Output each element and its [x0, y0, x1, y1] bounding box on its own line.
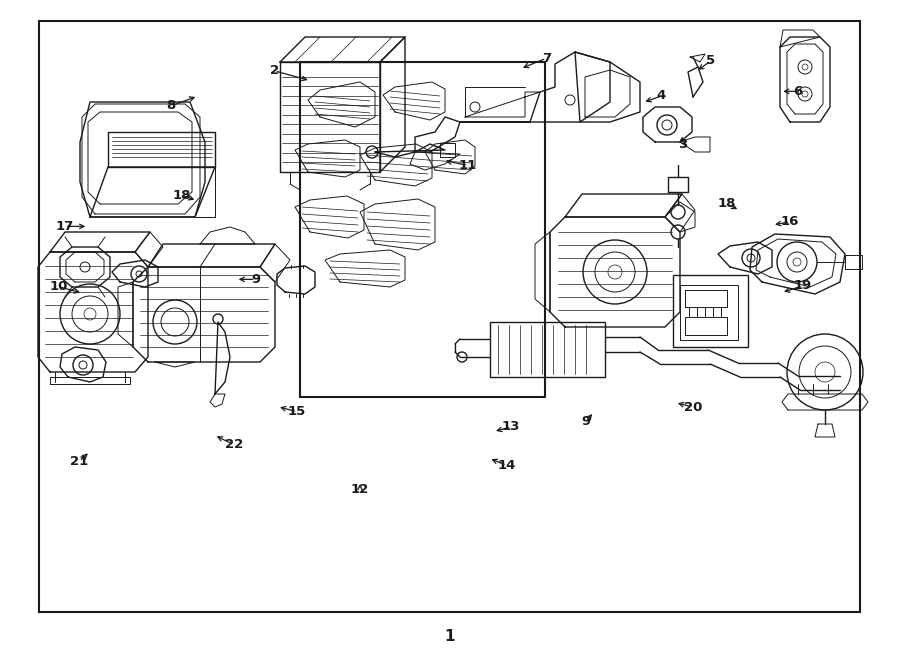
Text: 6: 6	[793, 85, 802, 98]
Text: 14: 14	[498, 459, 516, 472]
Bar	[673, 275, 748, 347]
Text: 11: 11	[459, 159, 477, 172]
Bar	[440, 143, 455, 157]
Text: 8: 8	[166, 99, 176, 113]
Text: 10: 10	[50, 280, 68, 293]
Text: 18: 18	[718, 197, 736, 211]
Text: 19: 19	[794, 279, 812, 293]
Text: 4: 4	[657, 89, 666, 103]
Text: 3: 3	[678, 138, 687, 151]
Bar	[680, 285, 738, 340]
Text: 1: 1	[444, 630, 454, 644]
Bar	[39, 21, 860, 612]
Text: 15: 15	[288, 405, 306, 418]
Text: 9: 9	[251, 273, 260, 286]
Text: 18: 18	[173, 189, 191, 202]
Bar	[490, 322, 605, 377]
Text: 9: 9	[581, 415, 590, 428]
Text: 16: 16	[781, 215, 799, 228]
Text: 20: 20	[684, 401, 702, 414]
Text: 13: 13	[502, 420, 520, 434]
Text: 5: 5	[706, 54, 716, 68]
Text: 7: 7	[542, 52, 551, 65]
Text: 17: 17	[56, 220, 74, 233]
Text: 21: 21	[70, 455, 88, 468]
Text: 22: 22	[225, 438, 243, 451]
Text: 12: 12	[351, 483, 369, 496]
Text: 2: 2	[270, 64, 279, 77]
Bar	[300, 62, 545, 397]
